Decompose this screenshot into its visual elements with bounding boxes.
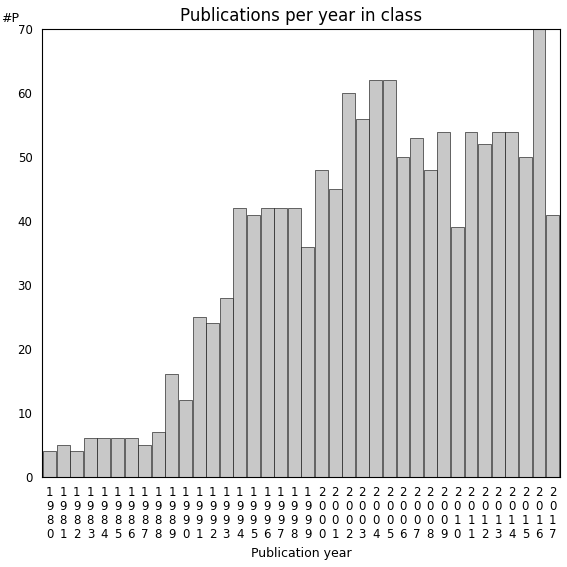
Bar [532,29,545,477]
Bar [70,451,83,477]
Bar [220,298,233,477]
Bar [302,247,314,477]
Bar [288,208,301,477]
Bar [57,445,70,477]
Title: Publications per year in class: Publications per year in class [180,7,422,25]
Bar [125,438,138,477]
Text: #P: #P [1,12,19,25]
Bar [478,145,491,477]
Bar [274,208,287,477]
Bar [111,438,124,477]
Bar [315,170,328,477]
Bar [342,93,355,477]
Bar [166,374,179,477]
Bar [383,81,396,477]
Bar [261,208,273,477]
Bar [464,132,477,477]
Bar [206,323,219,477]
Bar [179,400,192,477]
Bar [329,189,341,477]
Bar [396,157,409,477]
Bar [138,445,151,477]
Bar [492,132,505,477]
Bar [356,119,369,477]
Bar [519,157,532,477]
Bar [437,132,450,477]
Bar [152,432,165,477]
Bar [193,317,206,477]
Bar [43,451,56,477]
Bar [546,215,559,477]
Bar [410,138,423,477]
Bar [234,208,246,477]
Bar [84,438,97,477]
Bar [369,81,382,477]
Bar [424,170,437,477]
Bar [505,132,518,477]
Bar [98,438,111,477]
X-axis label: Publication year: Publication year [251,547,352,560]
Bar [247,215,260,477]
Bar [451,227,464,477]
